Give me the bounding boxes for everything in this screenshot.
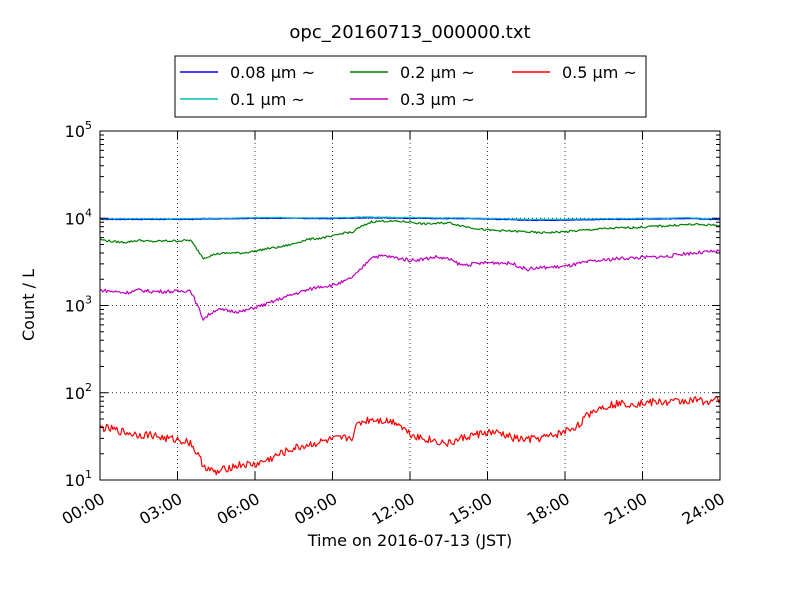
y-tick-exponent: 2 [85,381,92,394]
series-line-0 [100,217,721,222]
y-tick-base: 10 [65,297,85,316]
y-axis-label: Count / L [19,269,38,341]
y-tick-exponent: 4 [85,206,92,219]
legend-label: 0.5 μm ~ [562,63,637,82]
y-tick-exponent: 1 [85,468,92,481]
legend-label: 0.2 μm ~ [400,63,475,82]
legend: 0.08 μm ~ 0.1 μm ~ 0.2 μm ~ 0.3 μm ~ 0.5 μm … [174,55,647,118]
axis-ticks [99,130,721,481]
series-lines [99,216,721,476]
y-tick-base: 10 [65,384,85,403]
chart-title: opc_20160713_000000.txt [289,22,530,43]
x-axis-label: Time on 2016-07-13 (JST) [307,531,512,550]
y-tick-label: 103 [65,294,92,316]
legend-label: 0.08 μm ~ [230,63,315,82]
series-line-1 [99,216,721,221]
y-tick-label: 101 [65,468,92,490]
series-line-3 [99,249,721,321]
series-line-2 [99,219,721,260]
legend-label: 0.3 μm ~ [400,90,475,109]
y-tick-base: 10 [65,122,85,141]
y-tick-label: 105 [65,119,92,141]
y-tick-exponent: 3 [85,294,92,307]
y-tick-label: 102 [65,381,92,403]
series-line-4 [99,395,721,476]
legend-frame [174,55,647,118]
y-tick-base: 10 [65,209,85,228]
y-tick-exponent: 5 [85,119,92,132]
legend-label: 0.1 μm ~ [230,90,305,109]
y-tick-base: 10 [65,471,85,490]
y-tick-label: 104 [65,206,92,228]
